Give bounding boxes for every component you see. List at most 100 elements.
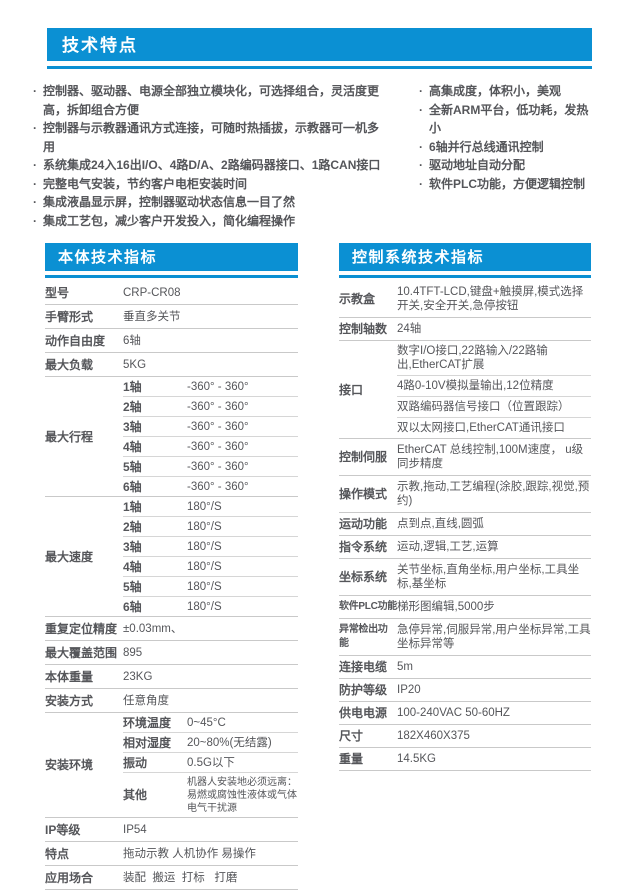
- spec-value: 垂直多关节: [123, 310, 181, 323]
- spec-label: 重复定位精度: [45, 621, 118, 636]
- spec-value: 180°/S: [187, 560, 222, 573]
- body-spec-header: 本体技术指标: [45, 243, 298, 271]
- spec-value: 100-240VAC 50-60HZ: [397, 707, 510, 719]
- spec-value: 任意角度: [123, 694, 169, 707]
- spec-label: 示教盒: [339, 292, 376, 306]
- spec-subrow: 4轴 180°/S: [123, 557, 298, 577]
- spec-row: 异常检出功能 急停异常,伺服异常,用户坐标异常,工具坐标异常等: [339, 619, 591, 656]
- tech-features-header: 技术特点: [47, 28, 592, 61]
- spec-row: 指令系统 运动,逻辑,工艺,运算: [339, 536, 591, 559]
- feature-item: 控制器与示教器通讯方式连接，可随时热插拔，示教器可一机多用: [32, 119, 387, 156]
- spec-subrow: 双以太网接口,EtherCAT通讯接口: [397, 418, 591, 438]
- spec-subrow: 1轴 180°/S: [123, 497, 298, 517]
- spec-sub-label: 5轴: [123, 459, 142, 474]
- spec-value: EtherCAT 总线控制,100M速度， u级同步精度: [397, 444, 584, 470]
- spec-row: 动作自由度 6轴: [45, 329, 298, 353]
- spec-value: 23KG: [123, 670, 153, 683]
- spec-value: -360° - 360°: [187, 440, 249, 453]
- spec-subrow: 相对湿度 20~80%(无结露): [123, 733, 298, 753]
- spec-row: 控制轴数 24轴: [339, 318, 591, 341]
- tech-features-section: 技术特点: [47, 28, 592, 69]
- spec-label: 型号: [45, 285, 70, 300]
- spec-subrow: 4路0-10V模拟量输出,12位精度: [397, 376, 591, 397]
- spec-subrow: 6轴 180°/S: [123, 597, 298, 616]
- control-spec-table: 示教盒 10.4TFT-LCD,键盘+触摸屏,模式选择开关,安全开关,急停按钮 控制…: [339, 281, 591, 771]
- spec-label: 应用场合: [45, 870, 94, 885]
- spec-label: 操作模式: [339, 487, 388, 501]
- spec-subrow: 2轴 180°/S: [123, 517, 298, 537]
- spec-value: 0.5G以下: [187, 756, 235, 769]
- spec-value: IP54: [123, 823, 147, 836]
- spec-row: 应用场合 装配 搬运 打标 打磨: [45, 866, 298, 890]
- body-spec-table: 型号 CRP-CR08 手臂形式 垂直多关节 动作自由度 6轴 最大负载 5KG 最大行程 1轴 -…: [45, 281, 298, 890]
- spec-label: 控制轴数: [339, 322, 388, 336]
- feature-list-right: 高集成度，体积小，美观全新ARM平台，低功耗，发热小6轴并行总线通讯控制驱动地址…: [418, 82, 592, 230]
- spec-row-group: 接口 数字I/O接口,22路输入/22路输出,EtherCAT扩展 4路0-10V模…: [339, 341, 591, 439]
- spec-value: 双路编码器信号接口（位置跟踪）: [397, 401, 570, 413]
- spec-label: 指令系统: [339, 540, 388, 554]
- spec-value: 运动,逻辑,工艺,运算: [397, 541, 499, 553]
- spec-label: 坐标系统: [339, 570, 388, 584]
- feature-item: 6轴并行总线通讯控制: [418, 138, 592, 157]
- spec-subrow: 3轴 -360° - 360°: [123, 417, 298, 437]
- spec-subrow: 环境温度 0~45°C: [123, 713, 298, 733]
- spec-sub-label: 3轴: [123, 539, 142, 554]
- spec-label: 运动功能: [339, 517, 388, 531]
- spec-row: 防护等级 IP20: [339, 679, 591, 702]
- spec-value: 180°/S: [187, 520, 222, 533]
- spec-sub-label: 环境温度: [123, 715, 172, 730]
- feature-item: 集成工艺包，减少客户开发投入，简化编程操作: [32, 212, 387, 231]
- spec-label: 供电电源: [339, 706, 388, 720]
- spec-value: 急停异常,伺服异常,用户坐标异常,工具坐标异常等: [397, 624, 591, 650]
- spec-row: 运动功能 点到点,直线,圆弧: [339, 513, 591, 536]
- spec-label: 安装方式: [45, 693, 94, 708]
- spec-row: 操作模式 示教,拖动,工艺编程(涂胶,跟踪,视觉,预约): [339, 476, 591, 513]
- spec-label: 接口: [339, 382, 364, 397]
- spec-label: 防护等级: [339, 683, 388, 697]
- feature-item: 完整电气安装，节约客户电柜安装时间: [32, 175, 387, 194]
- spec-sub-label: 6轴: [123, 599, 142, 614]
- spec-subrow: 4轴 -360° - 360°: [123, 437, 298, 457]
- spec-row: 最大负载 5KG: [45, 353, 298, 377]
- spec-subrow: 其他 机器人安装地必须远离：易燃或腐蚀性液体或气体 电气干扰源: [123, 773, 298, 817]
- spec-label: IP等级: [45, 822, 81, 837]
- spec-value: 10.4TFT-LCD,键盘+触摸屏,模式选择开关,安全开关,急停按钮: [397, 286, 584, 312]
- spec-subrow: 2轴 -360° - 360°: [123, 397, 298, 417]
- spec-label: 最大速度: [45, 549, 94, 564]
- spec-value: 机器人安装地必须远离：易燃或腐蚀性液体或气体 电气干扰源: [187, 776, 300, 814]
- spec-row: 本体重量 23KG: [45, 665, 298, 689]
- spec-value: 关节坐标,直角坐标,用户坐标,工具坐标,基坐标: [397, 564, 580, 590]
- spec-value: -360° - 360°: [187, 380, 249, 393]
- spec-value: 180°/S: [187, 600, 222, 613]
- feature-item: 全新ARM平台，低功耗，发热小: [418, 101, 592, 138]
- spec-value: IP20: [397, 684, 421, 696]
- spec-subrow: 5轴 180°/S: [123, 577, 298, 597]
- spec-label: 动作自由度: [45, 333, 106, 348]
- spec-subrow: 5轴 -360° - 360°: [123, 457, 298, 477]
- spec-value: 895: [123, 646, 143, 659]
- spec-label: 异常检出功能: [339, 624, 388, 649]
- spec-row: 重复定位精度 ±0.03mm、: [45, 617, 298, 641]
- spec-value: -360° - 360°: [187, 480, 249, 493]
- spec-label: 特点: [45, 846, 70, 861]
- spec-row: 坐标系统 关节坐标,直角坐标,用户坐标,工具坐标,基坐标: [339, 559, 591, 596]
- spec-subrow: 数字I/O接口,22路输入/22路输出,EtherCAT扩展: [397, 341, 591, 376]
- spec-row: 重量 14.5KG: [339, 748, 591, 771]
- spec-value: 24轴: [397, 323, 422, 335]
- spec-value: 双以太网接口,EtherCAT通讯接口: [397, 422, 565, 434]
- spec-label: 最大负载: [45, 357, 94, 372]
- control-spec-section: 控制系统技术指标 示教盒 10.4TFT-LCD,键盘+触摸屏,模式选择开关,安全…: [339, 243, 591, 890]
- spec-label: 最大覆盖范围: [45, 645, 118, 660]
- spec-label: 尺寸: [339, 729, 364, 743]
- feature-item: 集成液晶显示屏，控制器驱动状态信息一目了然: [32, 193, 387, 212]
- control-spec-header: 控制系统技术指标: [339, 243, 591, 271]
- spec-row: 型号 CRP-CR08: [45, 281, 298, 305]
- spec-sub-label: 2轴: [123, 519, 142, 534]
- feature-lists: 控制器、驱动器、电源全部独立模块化，可选择组合，灵活度更高，拆卸组合方便控制器与…: [32, 82, 592, 230]
- spec-sub-label: 相对湿度: [123, 735, 172, 750]
- spec-subrows: 环境温度 0~45°C 相对湿度 20~80%(无结露) 振动 0.5G以下 其他 机器人安装…: [123, 713, 298, 817]
- spec-row-group: 最大速度 1轴 180°/S 2轴 180°/S 3轴 180°/S 4轴 180°/S 5轴 18…: [45, 497, 298, 617]
- spec-value: ±0.03mm、: [123, 622, 183, 635]
- spec-sub-label: 1轴: [123, 499, 142, 514]
- spec-value: 5KG: [123, 358, 147, 371]
